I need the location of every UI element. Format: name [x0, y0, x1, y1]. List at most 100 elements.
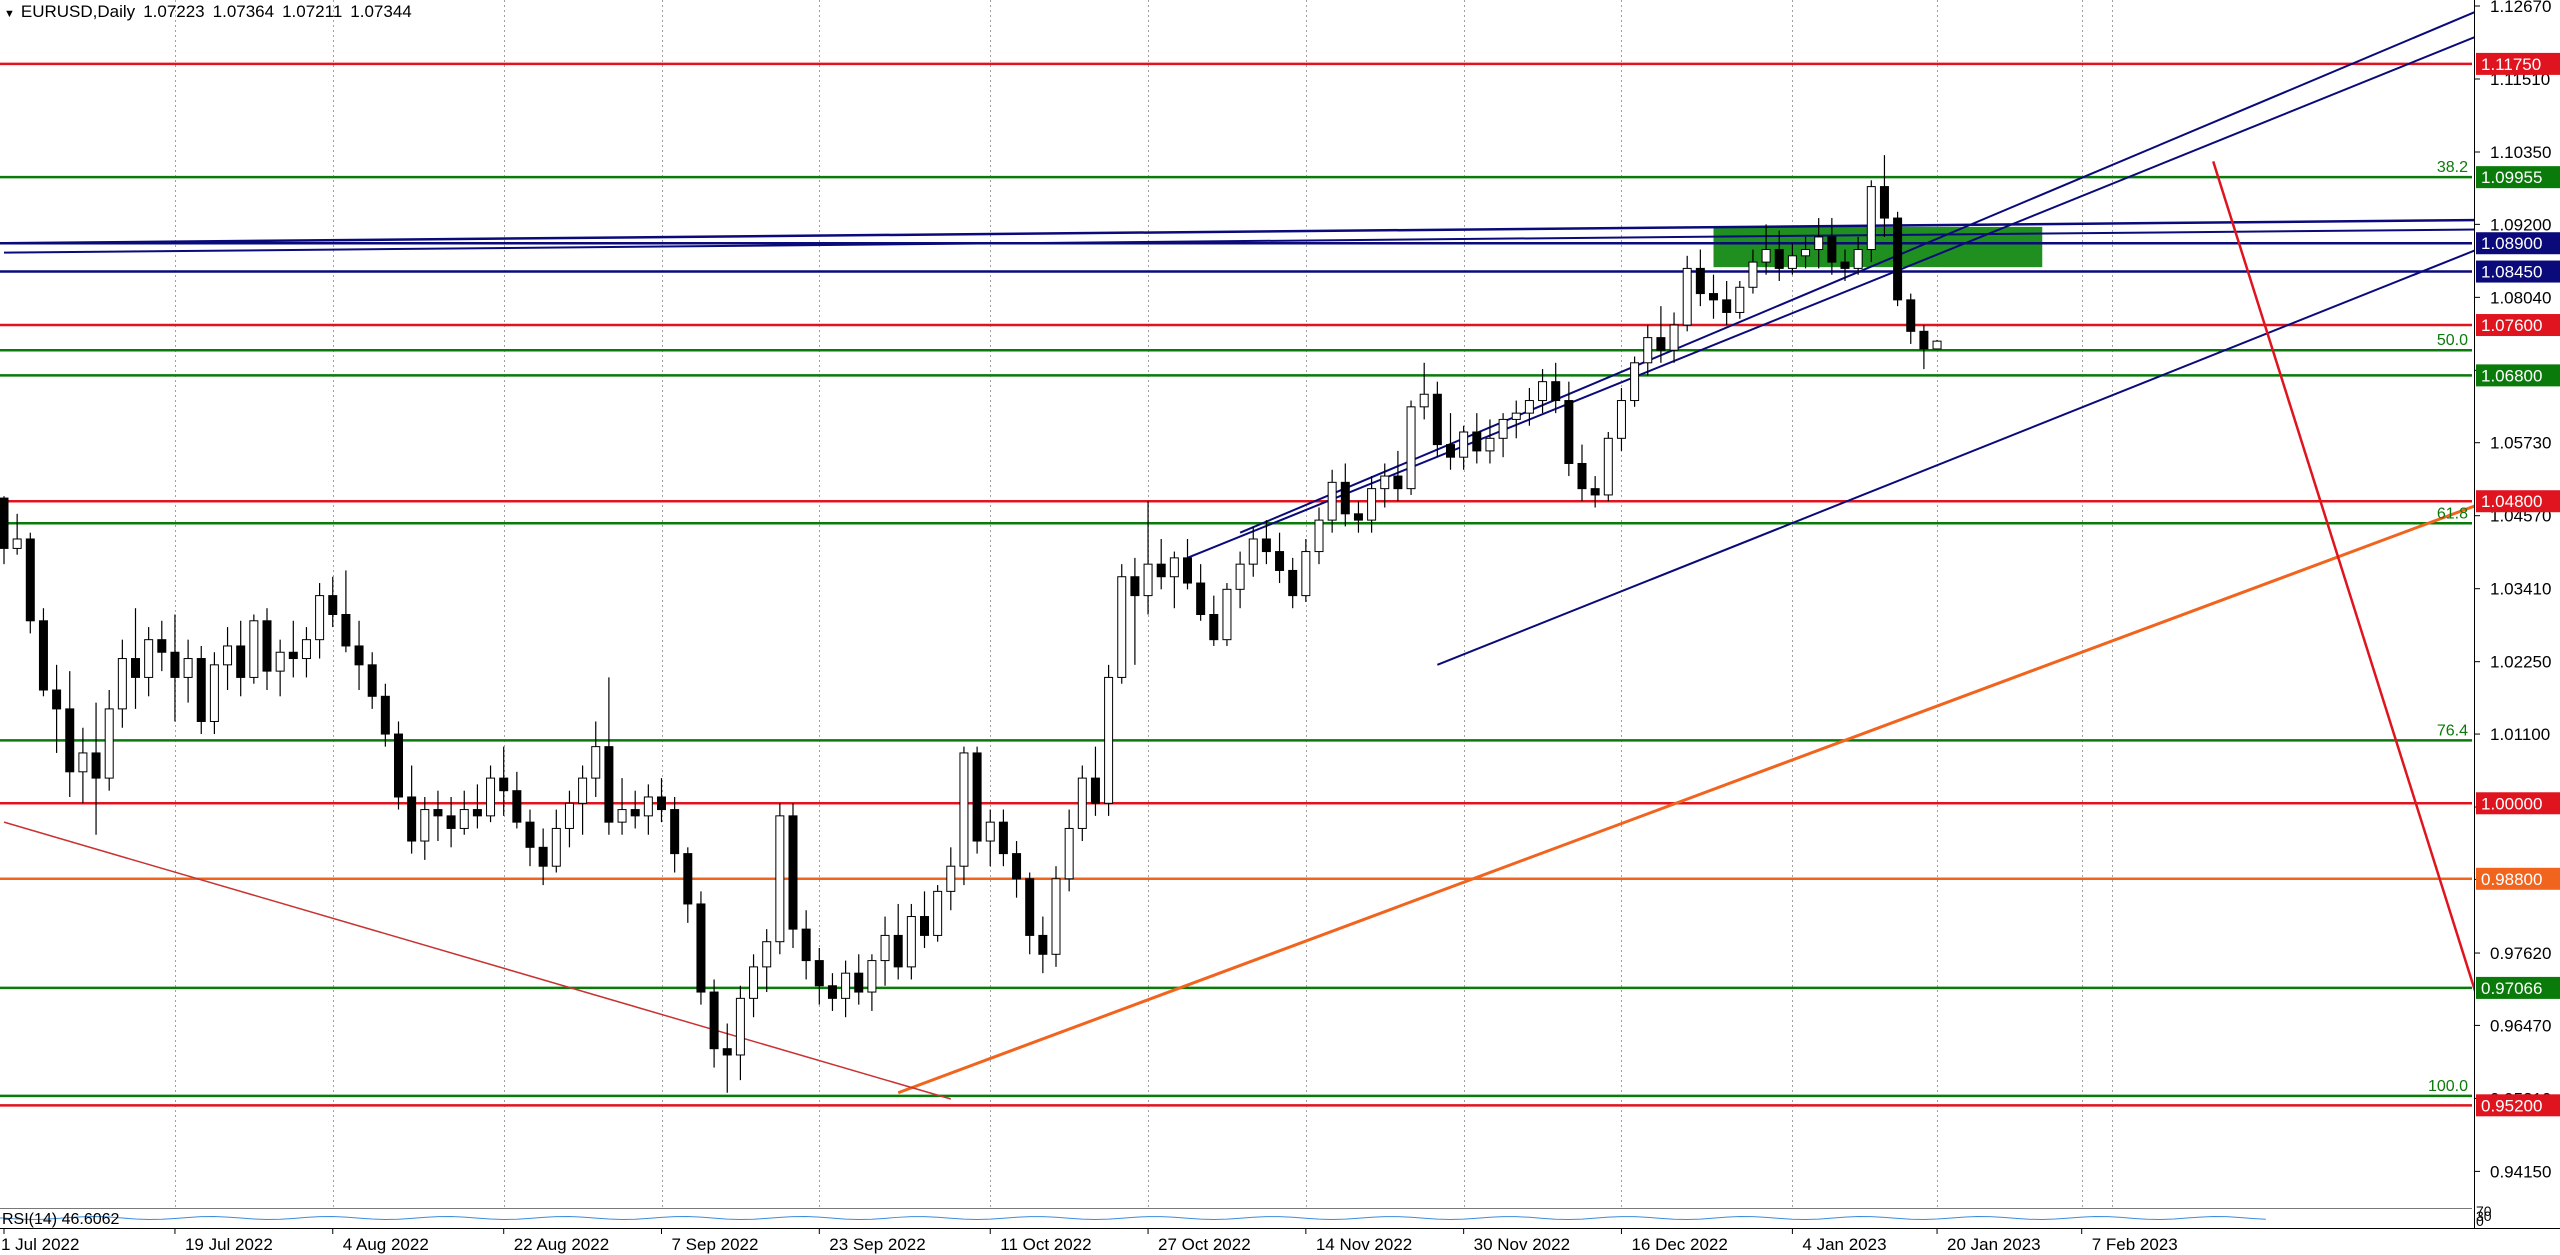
- candle-body: [367, 664, 377, 697]
- level-label-bg: [2476, 792, 2560, 815]
- fib-label: 100.0: [2428, 1078, 2468, 1095]
- candle-body: [1748, 261, 1758, 288]
- level-label-bg: [2476, 166, 2560, 189]
- level-label: 1.07600: [2481, 316, 2542, 335]
- level-label-bg: [2476, 364, 2560, 387]
- candle: [591, 721, 601, 797]
- candle-body: [1722, 299, 1732, 313]
- candle-body: [1222, 588, 1232, 641]
- candle-body: [328, 595, 338, 615]
- fib-label: 50.0: [2437, 332, 2468, 349]
- candle: [1866, 180, 1876, 263]
- candle-body: [998, 821, 1008, 855]
- candle-body: [1919, 330, 1929, 350]
- candle: [315, 583, 325, 659]
- candle: [249, 614, 259, 684]
- candle-body: [1814, 236, 1824, 251]
- trend-line: [1187, 1, 2560, 559]
- candle-body: [525, 821, 535, 848]
- level-label-bg: [2476, 867, 2560, 890]
- candle: [380, 683, 390, 747]
- candle-body: [551, 827, 561, 867]
- candle: [551, 809, 561, 873]
- price-tick-label: 1.09200: [2490, 215, 2551, 234]
- candle: [1564, 381, 1574, 477]
- rsi-line: [0, 1216, 2266, 1221]
- candle: [1406, 400, 1416, 495]
- rsi-label: RSI(14) 46.6062: [2, 1211, 120, 1228]
- candle: [446, 796, 456, 848]
- candle-body: [1459, 431, 1469, 458]
- level-label-bg: [2476, 52, 2560, 75]
- candle-body: [1932, 340, 1942, 350]
- candle-body: [1866, 186, 1876, 251]
- candle-body: [880, 934, 890, 962]
- candle-body: [775, 815, 785, 943]
- candle: [1787, 243, 1797, 275]
- candle-body: [459, 809, 469, 829]
- candle: [1169, 551, 1179, 609]
- candle-body: [854, 972, 864, 993]
- candle: [722, 1023, 732, 1093]
- candle-body: [1787, 255, 1797, 269]
- candle: [1090, 746, 1100, 816]
- ohlc-close: 1.07344: [350, 2, 412, 21]
- candle-body: [301, 639, 311, 660]
- candle: [328, 576, 338, 628]
- candle-body: [236, 645, 246, 678]
- candle: [788, 803, 798, 949]
- candle: [1314, 507, 1324, 565]
- candle-body: [1485, 437, 1495, 452]
- price-tick-label: 1.02250: [2490, 653, 2551, 672]
- candle-body: [1051, 878, 1061, 955]
- candle: [1538, 369, 1548, 414]
- candle-body: [657, 796, 666, 811]
- candle: [801, 910, 811, 980]
- chart-header: ▼ EURUSD,Daily 1.07223 1.07364 1.07211 1.0734…: [0, 0, 424, 24]
- candle: [1551, 362, 1561, 414]
- candle: [959, 746, 969, 886]
- candle: [827, 973, 837, 1011]
- candle: [1472, 413, 1482, 464]
- candle: [131, 608, 140, 709]
- candle: [301, 627, 311, 678]
- candle: [12, 513, 22, 555]
- date-label: 20 Jan 2023: [1947, 1235, 2041, 1254]
- date-label: 23 Sep 2022: [829, 1235, 925, 1254]
- candle-body: [1406, 406, 1416, 490]
- level-label-bg: [2476, 232, 2560, 255]
- candle-body: [1577, 462, 1587, 490]
- level-label: 0.95200: [2481, 1096, 2542, 1115]
- candle-body: [1419, 393, 1429, 408]
- candle-body: [670, 809, 680, 855]
- candle: [1353, 501, 1363, 533]
- candle: [1511, 400, 1521, 439]
- candle-body: [1643, 337, 1653, 364]
- rsi-bg: [0, 1209, 2472, 1227]
- candle: [1104, 664, 1114, 816]
- candle: [1130, 557, 1140, 665]
- horizontal-levels[interactable]: [0, 62, 2472, 1107]
- price-axis: 1.126701.115101.103501.092001.080401.068…: [2474, 0, 2560, 1255]
- candle: [104, 690, 114, 791]
- candle: [420, 796, 430, 860]
- candle: [91, 702, 101, 835]
- date-label: 30 Nov 2022: [1474, 1235, 1570, 1254]
- candle: [1459, 425, 1469, 470]
- candle-body: [1538, 381, 1548, 402]
- candle-body: [1130, 576, 1140, 597]
- candle-body: [1301, 551, 1311, 597]
- level-label: 1.08900: [2481, 234, 2542, 253]
- candle-body: [959, 752, 969, 867]
- candle: [341, 570, 351, 653]
- level-label: 1.08450: [2481, 263, 2542, 282]
- dropdown-triangle-icon[interactable]: ▼: [4, 8, 15, 20]
- candle-body: [683, 853, 693, 905]
- trend-line: [3, 821, 952, 1100]
- candle-body: [1709, 293, 1718, 301]
- candle-body: [249, 620, 259, 678]
- candle: [893, 903, 903, 980]
- candle-body: [1564, 400, 1574, 464]
- candle: [78, 727, 88, 804]
